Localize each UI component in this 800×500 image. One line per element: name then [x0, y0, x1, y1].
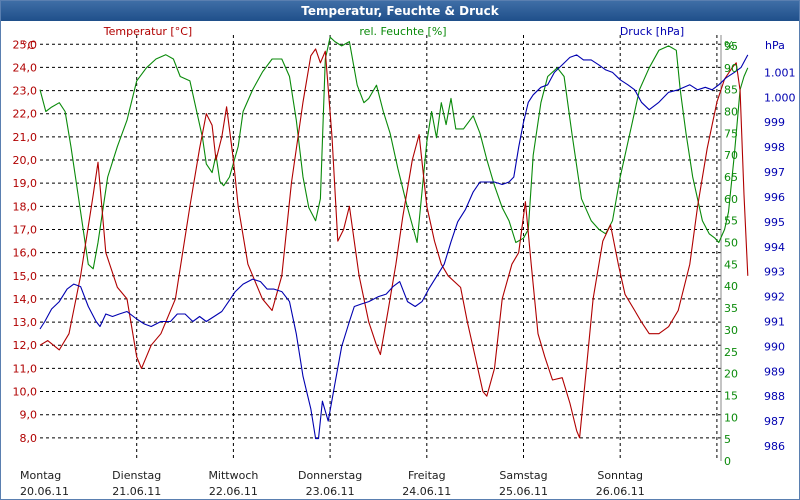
date-label: 25.06.11: [499, 485, 548, 498]
date-label: 21.06.11: [112, 485, 161, 498]
series-layer: [39, 36, 749, 440]
temperature-tick-label: 12,0: [13, 339, 38, 352]
humidity-tick-label: 15: [724, 389, 738, 402]
temperature-tick-label: 14,0: [13, 293, 38, 306]
temperature-tick-label: 19,0: [13, 177, 38, 190]
temperature-tick-label: 13,0: [13, 316, 38, 329]
day-label: Dienstag: [112, 469, 161, 482]
humidity-tick-label: 65: [724, 171, 738, 184]
pressure-tick-label: 992: [764, 291, 785, 304]
humidity-tick-label: 45: [724, 258, 738, 271]
humidity-tick-label: 75: [724, 127, 738, 140]
temperature-tick-label: 24,0: [13, 61, 38, 74]
humidity-tick-label: 5: [724, 433, 731, 446]
temperature-tick-label: 22,0: [13, 108, 38, 121]
temperature-tick-label: 20,0: [13, 154, 38, 167]
pressure-tick-label: 987: [764, 415, 785, 428]
temperature-tick-label: 23,0: [13, 85, 38, 98]
plot-area: [40, 35, 721, 461]
pressure-tick-label: 998: [764, 141, 785, 154]
pressure-tick-label: 989: [764, 365, 785, 378]
humidity-tick-label: 80: [724, 105, 738, 118]
pressure-tick-label: 986: [764, 440, 785, 453]
pressure-tick-label: 994: [764, 241, 785, 254]
date-label: 24.06.11: [402, 485, 451, 498]
legend-temperature: Temperatur [°C]: [103, 25, 192, 38]
legend-humidity: rel. Feuchte [%]: [359, 25, 446, 38]
humidity-unit-label: %: [724, 39, 734, 52]
day-label: Samstag: [499, 469, 547, 482]
temperature-series-line: [39, 48, 749, 439]
temperature-unit-label: °C: [22, 39, 36, 52]
humidity-tick-label: 25: [724, 346, 738, 359]
pressure-tick-label: 995: [764, 216, 785, 229]
humidity-tick-label: 95: [724, 40, 738, 53]
humidity-series-line: [39, 36, 749, 270]
temperature-tick-label: 8,0: [20, 432, 38, 445]
date-label: 26.06.11: [596, 485, 645, 498]
temperature-tick-label: 11,0: [13, 362, 38, 375]
humidity-tick-label: 50: [724, 237, 738, 250]
pressure-tick-label: 1.000: [764, 91, 796, 104]
pressure-tick-label: 991: [764, 315, 785, 328]
date-label: 23.06.11: [306, 485, 355, 498]
pressure-tick-label: 999: [764, 116, 785, 129]
humidity-tick-label: 60: [724, 193, 738, 206]
pressure-unit-label: hPa: [765, 39, 785, 52]
humidity-axis-ticks: 0 5 10 15 20 25 30 35 40 45 50 55 60 65 70 75 80 85 90 95: [724, 40, 738, 468]
day-label: Freitag: [408, 469, 446, 482]
temperature-tick-label: 9,0: [20, 409, 38, 422]
temperature-tick-label: 17,0: [13, 223, 38, 236]
humidity-tick-label: 85: [724, 84, 738, 97]
temperature-tick-label: 21,0: [13, 131, 38, 144]
humidity-tick-label: 90: [724, 62, 738, 75]
day-label: Mittwoch: [208, 469, 258, 482]
day-label: Montag: [20, 469, 61, 482]
pressure-tick-label: 1.001: [764, 66, 796, 79]
temperature-tick-label: 16,0: [13, 247, 38, 260]
temperature-tick-label: 25,0: [13, 38, 38, 51]
humidity-tick-label: 55: [724, 215, 738, 228]
grid-lines: [40, 35, 722, 461]
humidity-tick-label: 20: [724, 368, 738, 381]
pressure-axis-ticks: 986 987 988 989 990 991 992 993 994 995 996 997 998 9…: [764, 66, 796, 453]
pressure-tick-label: 993: [764, 266, 785, 279]
x-axis-labels: Montag 20.06.11 Dienstag 21.06.11 Mittwoch 22…: [20, 469, 645, 498]
temperature-tick-label: 18,0: [13, 200, 38, 213]
pressure-tick-label: 988: [764, 390, 785, 403]
pressure-tick-label: 996: [764, 191, 785, 204]
date-label: 22.06.11: [209, 485, 258, 498]
legend-pressure: Druck [hPa]: [620, 25, 684, 38]
humidity-tick-label: 35: [724, 302, 738, 315]
humidity-tick-label: 30: [724, 324, 738, 337]
temperature-tick-label: 10,0: [13, 386, 38, 399]
humidity-tick-label: 40: [724, 280, 738, 293]
temperature-tick-label: 15,0: [13, 270, 38, 283]
pressure-tick-label: 997: [764, 166, 785, 179]
pressure-series-line: [39, 54, 749, 440]
date-label: 20.06.11: [20, 485, 69, 498]
day-label: Sonntag: [597, 469, 643, 482]
humidity-tick-label: 70: [724, 149, 738, 162]
humidity-tick-label: 10: [724, 411, 738, 424]
chart-title: Temperatur, Feuchte & Druck: [1, 1, 799, 21]
temperature-axis-ticks: 8,0 9,0 10,0 11,0 12,0 13,0 14,0 15,0 16,0 17,0 18…: [13, 38, 38, 445]
day-label: Donnerstag: [298, 469, 362, 482]
pressure-tick-label: 990: [764, 340, 785, 353]
humidity-tick-label: 0: [724, 455, 731, 468]
